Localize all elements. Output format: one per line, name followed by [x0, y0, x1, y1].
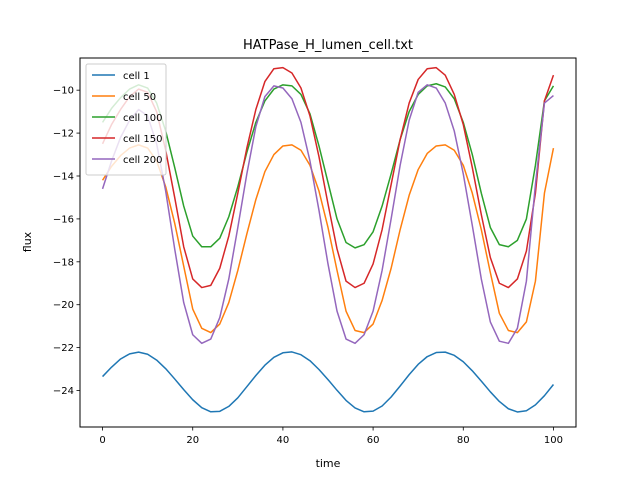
series-line-cell-100 — [101, 82, 555, 249]
legend: cell 1 cell 50 cell 100 cell 150 cell 200 — [85, 63, 167, 176]
legend-label: cell 1 — [123, 71, 150, 82]
y-tick-label: −22 — [53, 343, 74, 354]
legend-label: cell 50 — [123, 92, 156, 103]
y-tick-label: −18 — [53, 257, 74, 268]
x-tick-label: 40 — [277, 435, 290, 446]
legend-box — [85, 63, 167, 176]
x-axis-title: time — [316, 457, 341, 470]
series-group — [101, 66, 555, 413]
y-axis: −24 −22 −20 −18 −16 −14 −12 −10 — [53, 86, 80, 397]
series-line-cell-1 — [102, 351, 555, 413]
y-tick-label: −14 — [53, 171, 74, 182]
y-axis-title: flux — [21, 231, 34, 252]
x-tick-label: 80 — [457, 435, 470, 446]
chart-title: HATPase_H_lumen_cell.txt — [243, 38, 413, 53]
plot-frame — [79, 57, 577, 428]
y-tick-label: −20 — [53, 300, 74, 311]
y-tick-label: −12 — [53, 129, 74, 140]
legend-label: cell 150 — [123, 134, 162, 145]
legend-label: cell 100 — [123, 113, 162, 124]
y-tick-label: −24 — [53, 386, 74, 397]
x-tick-label: 20 — [186, 435, 199, 446]
series-line-cell-200 — [101, 84, 554, 345]
series-line-cell-150 — [101, 66, 555, 289]
y-tick-label: −10 — [53, 86, 74, 97]
legend-label: cell 200 — [123, 155, 162, 166]
x-tick-label: 0 — [99, 435, 105, 446]
series-line-cell-50 — [101, 144, 555, 334]
y-tick-label: −16 — [53, 214, 74, 225]
x-tick-label: 60 — [367, 435, 380, 446]
x-tick-label: 100 — [544, 435, 563, 446]
x-axis: 0 20 40 60 80 100 — [99, 427, 563, 446]
